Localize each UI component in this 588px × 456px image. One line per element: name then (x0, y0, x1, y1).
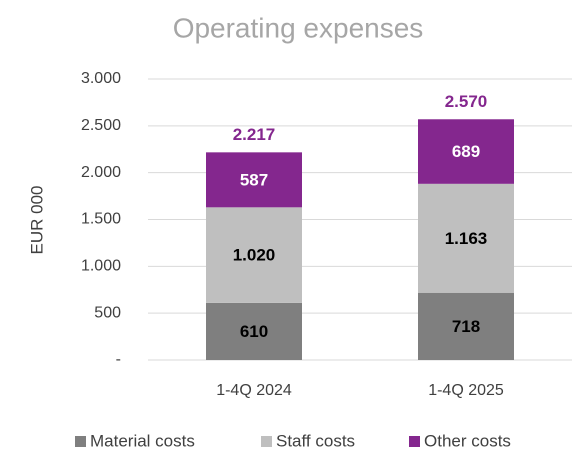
legend-label: Other costs (424, 431, 511, 450)
y-tick-label: 2.000 (81, 164, 121, 181)
data-label: 689 (452, 142, 480, 161)
total-label: 2.570 (445, 92, 488, 111)
bar-segment (206, 302, 302, 360)
x-tick-label: 1-4Q 2024 (216, 382, 292, 399)
chart-title: Operating expenses (173, 12, 424, 43)
legend-swatch (75, 436, 86, 447)
y-tick-label: - (116, 351, 121, 368)
x-tick-label: 1-4Q 2025 (428, 382, 504, 399)
legend-label: Material costs (90, 431, 195, 450)
data-label: 718 (452, 317, 480, 336)
data-label: 610 (240, 322, 268, 341)
bar-segment (206, 207, 302, 303)
bar-segment (206, 152, 302, 208)
y-tick-label: 2.500 (81, 117, 121, 134)
bar-segment (418, 292, 514, 360)
y-tick-label: 500 (94, 304, 121, 321)
data-label: 1.163 (445, 229, 488, 248)
legend-label: Staff costs (276, 431, 355, 450)
y-tick-label: 1.500 (81, 211, 121, 228)
y-tick-label: 3.000 (81, 70, 121, 87)
legend-swatch (261, 436, 272, 447)
bar-segment (418, 183, 514, 293)
y-axis-label: EUR 000 (27, 186, 46, 255)
y-tick-label: 1.000 (81, 258, 121, 275)
data-label: 587 (240, 170, 268, 189)
total-label: 2.217 (233, 125, 276, 144)
legend-swatch (409, 436, 420, 447)
bar-segment (418, 119, 514, 184)
data-label: 1.020 (233, 246, 276, 265)
